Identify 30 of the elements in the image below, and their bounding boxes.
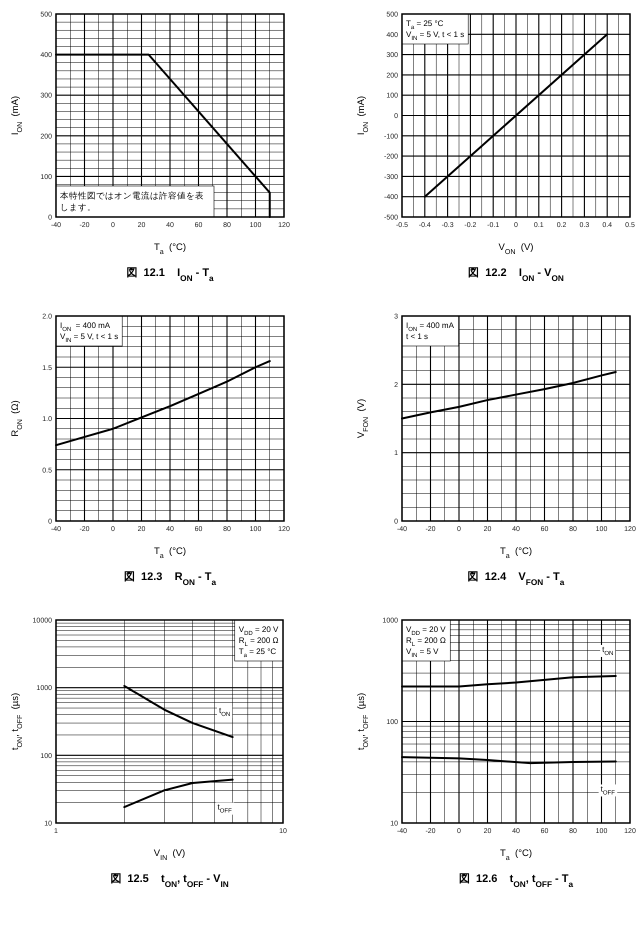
- annotation: V$_{DD}$ = 20 V: [406, 625, 446, 637]
- annotation: R$_{L}$ = 200 Ω: [406, 636, 446, 648]
- x-axis-title: T$_{a}$ (°C): [500, 848, 532, 862]
- text: 図 12.4 V$_{FON}$ - T$_{a}$: [468, 571, 565, 586]
- text: 図 12.1 I$_{ON}$ - T$_{a}$: [126, 267, 214, 282]
- notes: 本特性図ではオン電流は許容値を表します。: [56, 186, 214, 218]
- annotation: V$_{DD}$ = 20 V: [238, 625, 279, 637]
- annotation: V$_{IN}$ = 5 V, t < 1 s: [60, 332, 118, 344]
- x-axis-title: T$_{a}$ (°C): [500, 546, 532, 560]
- text: t$_{OFF}$: [218, 802, 232, 815]
- annotation: V$_{IN}$ = 5 V: [406, 647, 440, 659]
- text: 図 12.2 I$_{ON}$ - V$_{ON}$: [468, 267, 564, 282]
- x-axis-title: T$_{a}$ (°C): [154, 546, 186, 560]
- text: 図 12.6 t$_{ON}$, t$_{OFF}$ - T$_{a}$: [458, 873, 574, 888]
- x-axis-title: V$_{IN}$ (V): [154, 848, 186, 862]
- text: t$_{OFF}$: [600, 784, 616, 796]
- x-axis-title: V$_{ON}$ (V): [498, 242, 534, 256]
- annotation: I$_{ON}$ = 400 mA: [406, 321, 455, 333]
- annotation: R$_{L}$ = 200 Ω: [238, 636, 279, 648]
- annotation: t < 1 s: [406, 332, 428, 341]
- text: 図 12.5 t$_{ON}$, t$_{OFF}$ - V$_{IN}$: [110, 873, 229, 888]
- annotation: T$_{a}$ = 25 °C: [238, 647, 276, 659]
- annotation: I$_{ON}$ = 400 mA: [60, 321, 111, 333]
- series-label: t$_{ON}$: [219, 706, 230, 718]
- x-axis-title: T$_{a}$ (°C): [154, 242, 186, 256]
- text: t$_{ON}$: [602, 644, 614, 657]
- annotation: V$_{IN}$ = 5 V, t < 1 s: [406, 30, 464, 42]
- text: 図 12.3 R$_{ON}$ - T$_{a}$: [124, 571, 216, 586]
- annotation: 本特性図ではオン電流は許容値を表します。: [60, 190, 204, 212]
- annotation: T$_{a}$ = 25 °C: [406, 19, 444, 31]
